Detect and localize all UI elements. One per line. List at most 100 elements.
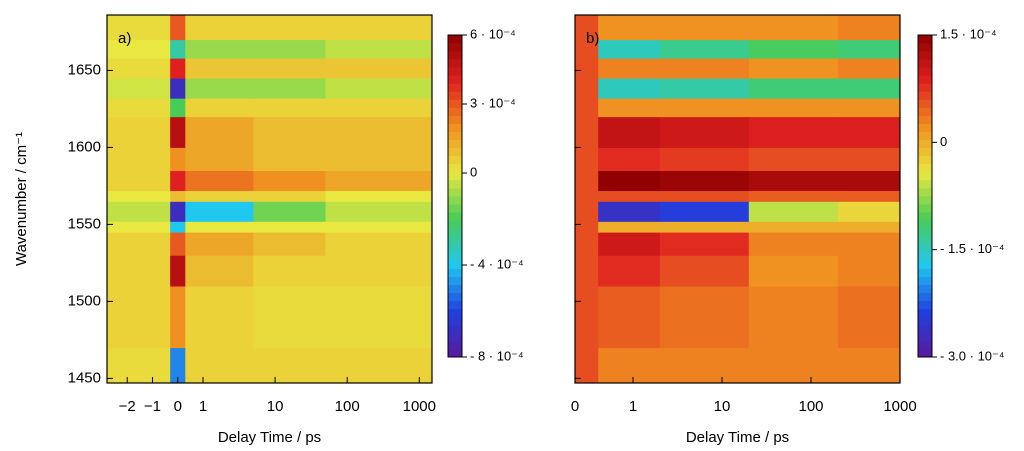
heatmap-cell bbox=[659, 347, 750, 384]
colorbar-segment bbox=[448, 83, 462, 92]
heatmap-cell bbox=[575, 15, 599, 41]
heatmap-cell bbox=[598, 285, 661, 349]
colorbar-segment bbox=[448, 67, 462, 76]
colorbar-segment bbox=[448, 59, 462, 68]
heatmap-cell bbox=[107, 58, 171, 79]
heatmap-cell bbox=[107, 170, 171, 192]
heatmap-cell bbox=[837, 285, 901, 349]
colorbar-segment bbox=[448, 35, 462, 44]
colorbar-segment bbox=[918, 252, 932, 261]
heatmap-cell bbox=[170, 98, 186, 118]
heatmap-cell bbox=[107, 285, 171, 349]
heatmap-cell bbox=[659, 285, 750, 349]
heatmap-cell bbox=[659, 170, 750, 192]
heatmap-cell bbox=[325, 39, 433, 59]
heatmap-cell bbox=[107, 347, 171, 384]
heatmap-cell bbox=[598, 232, 661, 256]
colorbar-segment bbox=[448, 244, 462, 253]
colorbar-segment bbox=[918, 324, 932, 334]
heatmap-cell bbox=[185, 15, 254, 41]
y-tick-label: 1550 bbox=[68, 215, 101, 232]
heatmap-cell bbox=[659, 221, 750, 233]
heatmap-cell bbox=[107, 15, 171, 41]
heatmap-cell bbox=[575, 147, 599, 172]
heatmap-cell bbox=[598, 201, 661, 222]
colorbar-segment bbox=[448, 139, 462, 149]
heatmap-cell bbox=[107, 255, 171, 287]
heatmap-cell bbox=[748, 116, 839, 148]
heatmap-cell bbox=[659, 58, 750, 79]
heatmap-cell bbox=[107, 147, 171, 172]
colorbar-segment bbox=[918, 43, 932, 52]
heatmap-cell bbox=[659, 116, 750, 148]
heatmap-cell bbox=[837, 98, 901, 118]
heatmap-cell bbox=[185, 170, 254, 192]
colorbar-segment bbox=[448, 284, 462, 293]
x-tick-label: 1 bbox=[199, 398, 207, 415]
x-tick-label: −1 bbox=[144, 398, 161, 415]
heatmap-cell bbox=[659, 201, 750, 222]
heatmap-cell bbox=[107, 39, 171, 59]
heatmap-cell bbox=[253, 170, 326, 192]
heatmap-cell bbox=[185, 255, 254, 287]
colorbar-segment bbox=[918, 284, 932, 293]
heatmap-cell bbox=[837, 201, 901, 222]
colorbar-segment bbox=[448, 107, 462, 116]
colorbar-segment bbox=[448, 131, 462, 141]
heatmap-cell bbox=[837, 221, 901, 233]
heatmap-cell bbox=[837, 58, 901, 79]
x-tick-label: 1000 bbox=[883, 398, 916, 415]
heatmap-cell bbox=[325, 78, 433, 99]
colorbar-segment bbox=[918, 292, 932, 302]
colorbar-segment bbox=[918, 204, 932, 213]
heatmap-cell bbox=[325, 98, 433, 118]
heatmap-cell bbox=[659, 190, 750, 202]
colorbar: 1.5 · 10⁻⁴ 0 - 1.5 · 10⁻⁴ - 3.0 · 10⁻⁴ bbox=[917, 26, 1004, 363]
y-axis-label: Wavenumber / cm⁻¹ bbox=[13, 132, 30, 266]
colorbar-segment bbox=[448, 292, 462, 302]
heatmap-cell bbox=[837, 116, 901, 148]
colorbar-segment bbox=[918, 171, 932, 181]
heatmap-cell bbox=[185, 221, 254, 233]
colorbar-segment bbox=[918, 59, 932, 68]
heatmap-cell bbox=[253, 201, 326, 222]
heatmap-cell bbox=[325, 116, 433, 148]
heatmap-cell bbox=[748, 98, 839, 118]
colorbar-segment bbox=[918, 187, 932, 197]
heatmap-cell bbox=[253, 147, 326, 172]
heatmap-cell bbox=[837, 232, 901, 256]
heatmap-cell bbox=[325, 58, 433, 79]
heatmap-cell bbox=[253, 221, 326, 233]
heatmap-cell bbox=[107, 78, 171, 99]
heatmap-cell bbox=[325, 232, 433, 256]
heatmap-cell bbox=[185, 147, 254, 172]
colorbar-segment bbox=[918, 220, 932, 229]
heatmap-cell bbox=[170, 170, 186, 192]
heatmap-cell bbox=[598, 170, 661, 192]
heatmap-cell bbox=[575, 78, 599, 99]
heatmap-cell bbox=[107, 190, 171, 202]
colorbar-segment bbox=[448, 332, 462, 342]
heatmap-cell bbox=[748, 221, 839, 233]
heatmap-cell bbox=[837, 347, 901, 384]
colorbar-segment bbox=[448, 220, 462, 229]
colorbar-segment bbox=[918, 67, 932, 76]
colorbar-segment bbox=[448, 171, 462, 181]
colorbar-tick-label: 6 · 10⁻⁴ bbox=[470, 26, 516, 41]
x-tick-label: 1000 bbox=[403, 398, 436, 415]
y-tick-label: 1450 bbox=[68, 369, 101, 386]
colorbar: 6 · 10⁻⁴ 3 · 10⁻⁴ 0 - 4 · 10⁻⁴ - 8 · 10⁻⁴ bbox=[447, 26, 524, 363]
colorbar-segment bbox=[448, 212, 462, 221]
colorbar-segment bbox=[448, 340, 462, 350]
heatmap-cell bbox=[748, 190, 839, 202]
heatmap-cell bbox=[253, 232, 326, 256]
heatmap-cell bbox=[659, 98, 750, 118]
heatmap-cell bbox=[598, 347, 661, 384]
heatmap-cell bbox=[575, 285, 599, 349]
heatmap-cell bbox=[748, 347, 839, 384]
heatmap-cell bbox=[575, 221, 599, 233]
heatmap-cell bbox=[598, 116, 661, 148]
colorbar-segment bbox=[448, 163, 462, 173]
heatmap-cell bbox=[253, 116, 326, 148]
heatmap-cell bbox=[598, 39, 661, 59]
